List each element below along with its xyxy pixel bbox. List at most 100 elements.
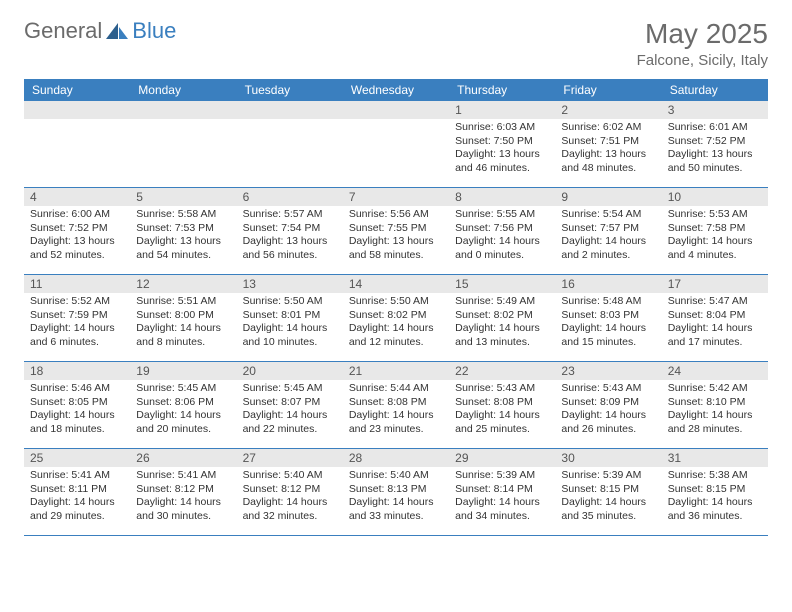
weeks-container: 123Sunrise: 6:03 AMSunset: 7:50 PMDaylig… [24,101,768,536]
day-number: 2 [555,101,661,119]
day-cell: Sunrise: 5:51 AMSunset: 8:00 PMDaylight:… [130,293,236,361]
day-header-cell: Thursday [449,79,555,101]
day-number: 4 [24,188,130,206]
day-cell: Sunrise: 5:39 AMSunset: 8:15 PMDaylight:… [555,467,661,535]
day-cell: Sunrise: 6:02 AMSunset: 7:51 PMDaylight:… [555,119,661,187]
day-cell: Sunrise: 6:03 AMSunset: 7:50 PMDaylight:… [449,119,555,187]
logo-text-general: General [24,18,102,44]
day-header-cell: Friday [555,79,661,101]
day-number: 8 [449,188,555,206]
day-header-cell: Sunday [24,79,130,101]
day-header-row: SundayMondayTuesdayWednesdayThursdayFrid… [24,79,768,101]
day-cell: Sunrise: 5:43 AMSunset: 8:08 PMDaylight:… [449,380,555,448]
week-block: 11121314151617Sunrise: 5:52 AMSunset: 7:… [24,275,768,362]
logo-text-blue: Blue [132,18,176,44]
calendar: SundayMondayTuesdayWednesdayThursdayFrid… [24,79,768,536]
day-number: 27 [237,449,343,467]
day-number: 26 [130,449,236,467]
day-number [130,101,236,119]
day-cell: Sunrise: 5:45 AMSunset: 8:06 PMDaylight:… [130,380,236,448]
day-number: 25 [24,449,130,467]
day-number: 14 [343,275,449,293]
day-cell: Sunrise: 5:58 AMSunset: 7:53 PMDaylight:… [130,206,236,274]
day-number: 24 [662,362,768,380]
logo: General Blue [24,18,176,44]
day-number: 17 [662,275,768,293]
day-cell: Sunrise: 5:46 AMSunset: 8:05 PMDaylight:… [24,380,130,448]
day-cell: Sunrise: 5:57 AMSunset: 7:54 PMDaylight:… [237,206,343,274]
day-number: 18 [24,362,130,380]
day-cell: Sunrise: 5:52 AMSunset: 7:59 PMDaylight:… [24,293,130,361]
day-number: 15 [449,275,555,293]
week-block: 45678910Sunrise: 6:00 AMSunset: 7:52 PMD… [24,188,768,275]
day-cell: Sunrise: 5:41 AMSunset: 8:11 PMDaylight:… [24,467,130,535]
day-cell: Sunrise: 5:40 AMSunset: 8:12 PMDaylight:… [237,467,343,535]
day-number [343,101,449,119]
day-cell [237,119,343,187]
content-row: Sunrise: 6:03 AMSunset: 7:50 PMDaylight:… [24,119,768,187]
day-cell: Sunrise: 5:50 AMSunset: 8:01 PMDaylight:… [237,293,343,361]
day-header-cell: Monday [130,79,236,101]
content-row: Sunrise: 5:46 AMSunset: 8:05 PMDaylight:… [24,380,768,448]
day-number: 7 [343,188,449,206]
daynum-row: 11121314151617 [24,275,768,293]
day-number: 12 [130,275,236,293]
day-number: 16 [555,275,661,293]
content-row: Sunrise: 5:52 AMSunset: 7:59 PMDaylight:… [24,293,768,361]
daynum-row: 25262728293031 [24,449,768,467]
location: Falcone, Sicily, Italy [637,52,768,69]
day-cell: Sunrise: 5:48 AMSunset: 8:03 PMDaylight:… [555,293,661,361]
day-number: 31 [662,449,768,467]
day-number: 29 [449,449,555,467]
day-cell [130,119,236,187]
month-title: May 2025 [637,18,768,50]
day-number: 19 [130,362,236,380]
day-cell: Sunrise: 5:56 AMSunset: 7:55 PMDaylight:… [343,206,449,274]
content-row: Sunrise: 6:00 AMSunset: 7:52 PMDaylight:… [24,206,768,274]
day-cell [24,119,130,187]
day-cell: Sunrise: 5:55 AMSunset: 7:56 PMDaylight:… [449,206,555,274]
week-block: 18192021222324Sunrise: 5:46 AMSunset: 8:… [24,362,768,449]
day-number: 5 [130,188,236,206]
week-block: 123Sunrise: 6:03 AMSunset: 7:50 PMDaylig… [24,101,768,188]
day-number: 11 [24,275,130,293]
daynum-row: 45678910 [24,188,768,206]
daynum-row: 18192021222324 [24,362,768,380]
day-cell: Sunrise: 5:49 AMSunset: 8:02 PMDaylight:… [449,293,555,361]
day-header-cell: Tuesday [237,79,343,101]
day-cell: Sunrise: 5:44 AMSunset: 8:08 PMDaylight:… [343,380,449,448]
day-number: 23 [555,362,661,380]
day-cell: Sunrise: 5:50 AMSunset: 8:02 PMDaylight:… [343,293,449,361]
week-block: 25262728293031Sunrise: 5:41 AMSunset: 8:… [24,449,768,536]
day-number: 13 [237,275,343,293]
header: General Blue May 2025 Falcone, Sicily, I… [24,18,768,69]
day-number [24,101,130,119]
day-number: 3 [662,101,768,119]
day-cell: Sunrise: 5:47 AMSunset: 8:04 PMDaylight:… [662,293,768,361]
day-cell: Sunrise: 6:01 AMSunset: 7:52 PMDaylight:… [662,119,768,187]
day-number [237,101,343,119]
day-cell: Sunrise: 6:00 AMSunset: 7:52 PMDaylight:… [24,206,130,274]
day-cell: Sunrise: 5:53 AMSunset: 7:58 PMDaylight:… [662,206,768,274]
day-header-cell: Saturday [662,79,768,101]
day-cell: Sunrise: 5:39 AMSunset: 8:14 PMDaylight:… [449,467,555,535]
day-number: 21 [343,362,449,380]
logo-sail-icon [104,21,130,41]
day-number: 20 [237,362,343,380]
day-number: 22 [449,362,555,380]
day-number: 30 [555,449,661,467]
day-cell: Sunrise: 5:45 AMSunset: 8:07 PMDaylight:… [237,380,343,448]
daynum-row: 123 [24,101,768,119]
title-block: May 2025 Falcone, Sicily, Italy [637,18,768,69]
day-number: 1 [449,101,555,119]
day-number: 10 [662,188,768,206]
day-header-cell: Wednesday [343,79,449,101]
content-row: Sunrise: 5:41 AMSunset: 8:11 PMDaylight:… [24,467,768,535]
day-number: 9 [555,188,661,206]
day-cell: Sunrise: 5:42 AMSunset: 8:10 PMDaylight:… [662,380,768,448]
day-number: 6 [237,188,343,206]
day-cell [343,119,449,187]
day-cell: Sunrise: 5:40 AMSunset: 8:13 PMDaylight:… [343,467,449,535]
day-cell: Sunrise: 5:41 AMSunset: 8:12 PMDaylight:… [130,467,236,535]
day-number: 28 [343,449,449,467]
